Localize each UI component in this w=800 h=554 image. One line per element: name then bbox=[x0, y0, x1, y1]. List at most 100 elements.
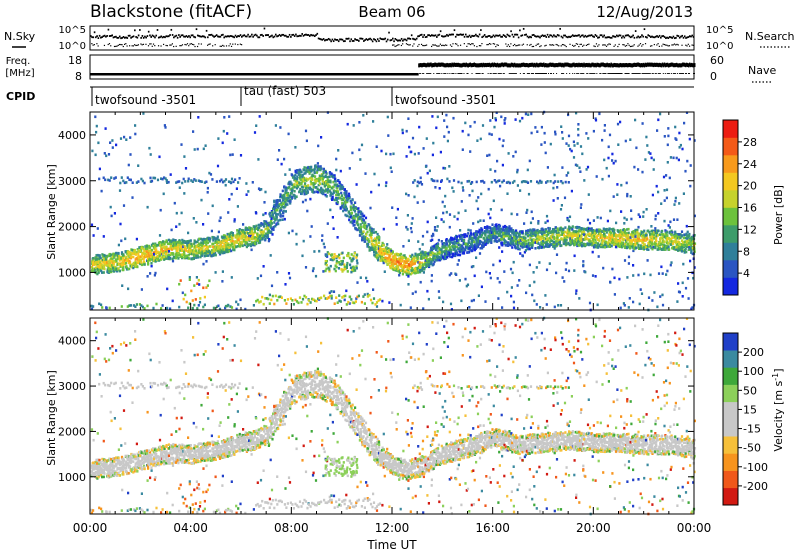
power-cell bbox=[228, 235, 231, 238]
power-cell bbox=[209, 245, 212, 248]
freq-point bbox=[464, 63, 466, 68]
power-cell bbox=[206, 241, 209, 245]
power-cell bbox=[246, 228, 249, 231]
power-cell bbox=[221, 241, 224, 244]
noise-sky-point bbox=[146, 35, 149, 37]
power-cell bbox=[272, 225, 275, 229]
noise-sky-point bbox=[334, 38, 336, 41]
power-cell bbox=[382, 249, 386, 253]
noise-search-point bbox=[137, 44, 140, 46]
noise-search-point bbox=[550, 44, 552, 46]
noise-search-point bbox=[478, 45, 481, 47]
noise-sky-point bbox=[433, 34, 436, 37]
freq-point bbox=[162, 73, 164, 76]
noise-sky-point bbox=[214, 35, 217, 38]
power-cell bbox=[278, 211, 281, 214]
power-cell bbox=[369, 298, 373, 302]
power-cell bbox=[287, 192, 290, 196]
power-cell bbox=[362, 225, 365, 228]
power-cell bbox=[452, 238, 455, 241]
noise-sky-point bbox=[560, 35, 563, 38]
power-cell bbox=[236, 245, 239, 248]
freq-point bbox=[580, 62, 582, 67]
noise-sky-point bbox=[346, 37, 349, 40]
power-cell bbox=[473, 120, 476, 124]
noise-sky-point bbox=[574, 34, 577, 37]
nave-point bbox=[667, 73, 669, 74]
freq-point bbox=[289, 73, 291, 76]
power-cell bbox=[270, 284, 274, 288]
freq-point bbox=[432, 63, 434, 68]
freq-point bbox=[565, 62, 567, 67]
freq-point bbox=[218, 73, 221, 76]
power-cell bbox=[419, 270, 422, 274]
power-cell bbox=[487, 187, 490, 191]
noise-sky-point bbox=[232, 35, 234, 38]
nave-point bbox=[589, 73, 591, 74]
power-cell bbox=[95, 266, 98, 270]
nave-point bbox=[605, 73, 607, 74]
freq-point bbox=[366, 73, 369, 76]
noise-sky-point bbox=[196, 34, 199, 37]
power-cell bbox=[359, 158, 362, 161]
noise-sky-point bbox=[507, 34, 510, 37]
power-cell bbox=[187, 250, 190, 253]
freq-point bbox=[214, 73, 217, 76]
noise-search-point bbox=[468, 43, 470, 45]
power-cell bbox=[142, 257, 145, 260]
power-cell bbox=[456, 235, 459, 238]
power-cell bbox=[201, 247, 204, 250]
power-cell bbox=[189, 249, 192, 253]
power-cell bbox=[113, 212, 116, 215]
power-cell bbox=[331, 216, 334, 219]
power-cell bbox=[110, 176, 113, 179]
power-cell bbox=[300, 170, 303, 174]
power-cell bbox=[427, 259, 430, 263]
power-cell bbox=[178, 239, 181, 242]
power-cell bbox=[400, 259, 403, 262]
power-cell bbox=[376, 237, 379, 241]
power-cell bbox=[259, 274, 263, 278]
noise-sky-point bbox=[229, 35, 232, 37]
power-cell bbox=[233, 220, 236, 223]
power-cell bbox=[130, 252, 133, 255]
noise-sky-point bbox=[230, 35, 233, 38]
noise-sky-point bbox=[277, 34, 280, 37]
noise-sky-point bbox=[262, 35, 264, 37]
noise-sky-point bbox=[173, 36, 175, 39]
power-cell bbox=[292, 303, 295, 306]
freq-point bbox=[520, 62, 523, 67]
power-cell bbox=[189, 247, 192, 251]
power-cell bbox=[348, 212, 351, 215]
power-cell bbox=[123, 181, 126, 185]
freq-point bbox=[250, 73, 252, 76]
power-cell bbox=[335, 183, 339, 187]
power-cell bbox=[353, 301, 356, 305]
nave-point bbox=[676, 73, 678, 74]
power-cell bbox=[97, 141, 100, 145]
noise-search-point bbox=[641, 45, 643, 47]
power-cell bbox=[374, 251, 377, 254]
power-cell bbox=[282, 206, 285, 209]
power-cell bbox=[264, 222, 267, 225]
freq-point bbox=[550, 62, 552, 67]
noise-sky-point bbox=[536, 35, 539, 38]
power-cell bbox=[329, 173, 332, 176]
freq-point bbox=[563, 63, 565, 68]
freq-point bbox=[481, 63, 484, 68]
power-cell bbox=[305, 139, 308, 143]
nave-point bbox=[444, 73, 446, 74]
freq-point bbox=[260, 73, 262, 76]
noise-sky-point bbox=[673, 37, 676, 40]
freq-point bbox=[483, 63, 486, 68]
noise-search-point bbox=[97, 45, 99, 47]
power-cell bbox=[384, 256, 387, 259]
power-cell bbox=[288, 183, 291, 186]
power-cell bbox=[465, 234, 468, 238]
power-cell bbox=[305, 185, 308, 188]
noise-sky-point bbox=[374, 38, 376, 41]
noise-sky-point bbox=[339, 38, 341, 41]
power-cell bbox=[345, 191, 348, 195]
power-cell bbox=[103, 152, 106, 155]
power-cell bbox=[386, 250, 389, 254]
